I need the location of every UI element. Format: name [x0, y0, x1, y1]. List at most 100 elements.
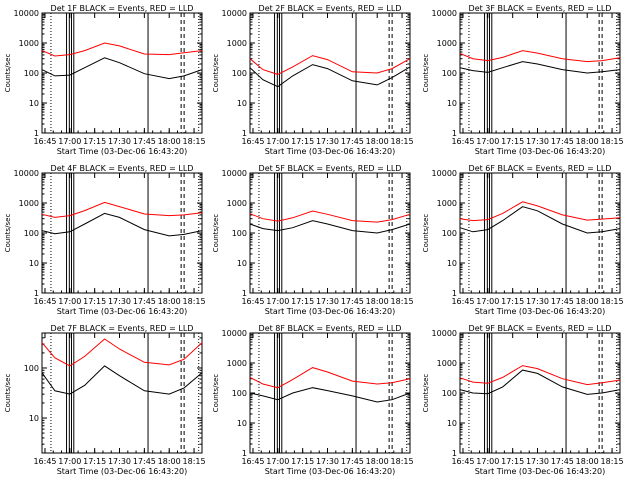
x-tick-label: 17:00 [266, 457, 289, 466]
y-axis-label: Counts/sec [4, 54, 12, 93]
panel-title: Det 5F BLACK = Events, RED = LLD [259, 164, 402, 173]
panel-title: Det 8F BLACK = Events, RED = LLD [259, 324, 402, 333]
y-tick-label: 10000 [14, 169, 39, 178]
x-tick-label: 16:45 [241, 457, 264, 466]
x-tick-label: 16:45 [33, 137, 56, 146]
x-tick-label: 18:15 [183, 297, 206, 306]
series-line-events [249, 387, 411, 403]
panel-title: Det 9F BLACK = Events, RED = LLD [469, 324, 612, 333]
panel-7: 10 100 16:45 17:00 17:15 17:30 17:45 18:00 18:15… [4, 324, 206, 476]
panel-2: 1 10 100 1000 10000 16:45 17:00 17:15 17:30 17:45… [212, 4, 414, 156]
y-tick-label: 1000 [227, 359, 247, 368]
x-tick-label: 17:30 [108, 457, 131, 466]
y-tick-label: 1 [242, 289, 247, 298]
series-line-events [41, 212, 203, 237]
panel-title: Det 1F BLACK = Events, RED = LLD [51, 4, 194, 13]
plot-frame [41, 172, 203, 294]
series-line-events [41, 365, 203, 395]
y-axis-label: Counts/sec [212, 214, 220, 253]
x-axis-label: Start Time (03-Dec-06 16:43:20) [57, 467, 188, 476]
y-tick-label: 100 [24, 69, 39, 78]
x-axis-label: Start Time (03-Dec-06 16:43:20) [475, 467, 606, 476]
y-tick-label: 100 [442, 69, 457, 78]
x-tick-label: 17:15 [501, 137, 524, 146]
x-tick-label: 18:15 [391, 457, 414, 466]
y-tick-label: 10 [237, 419, 247, 428]
y-tick-label: 100 [442, 229, 457, 238]
x-axis-label: Start Time (03-Dec-06 16:43:20) [265, 307, 396, 316]
series-line-lld [249, 367, 411, 389]
x-tick-label: 18:00 [576, 297, 599, 306]
x-tick-label: 17:00 [476, 297, 499, 306]
y-tick-label: 1000 [437, 199, 457, 208]
y-tick-label: 100 [442, 389, 457, 398]
x-axis-label: Start Time (03-Dec-06 16:43:20) [265, 467, 396, 476]
series-line-lld [41, 42, 203, 57]
series-line-lld [41, 338, 203, 367]
y-tick-label: 1000 [19, 39, 39, 48]
y-tick-label: 100 [232, 229, 247, 238]
x-tick-label: 17:45 [133, 297, 156, 306]
panel-8: 1 10 100 1000 10000 16:45 17:00 17:15 17:30 17:45… [212, 324, 414, 476]
panel-4: 1 10 100 1000 10000 16:45 17:00 17:15 17:30 17:45… [4, 164, 206, 316]
y-axis-label: Counts/sec [422, 374, 430, 413]
y-tick-label: 1 [452, 129, 457, 138]
x-tick-label: 16:45 [451, 137, 474, 146]
x-tick-label: 18:00 [158, 297, 181, 306]
x-tick-label: 17:15 [291, 297, 314, 306]
panel-title: Det 3F BLACK = Events, RED = LLD [469, 4, 612, 13]
x-tick-label: 17:30 [108, 297, 131, 306]
panel-1: 1 10 100 1000 10000 16:45 17:00 17:15 17:30 17:45… [4, 4, 206, 156]
y-tick-label: 10000 [432, 9, 457, 18]
series-line-events [249, 220, 411, 234]
series-line-lld [459, 50, 621, 63]
y-tick-label: 1 [242, 449, 247, 458]
series-line-events [459, 61, 621, 74]
y-tick-label: 10 [29, 259, 39, 268]
x-tick-label: 17:00 [266, 137, 289, 146]
y-tick-label: 10 [447, 419, 457, 428]
x-axis-label: Start Time (03-Dec-06 16:43:20) [475, 147, 606, 156]
x-tick-label: 16:45 [241, 297, 264, 306]
x-tick-label: 17:45 [341, 297, 364, 306]
series-line-lld [249, 55, 411, 75]
panel-9: 1 10 100 1000 10000 16:45 17:00 17:15 17:30 17:45… [422, 324, 624, 476]
x-tick-label: 17:45 [133, 457, 156, 466]
panel-6: 1 10 100 1000 10000 16:45 17:00 17:15 17:30 17:45… [422, 164, 624, 316]
x-tick-label: 17:45 [551, 137, 574, 146]
x-tick-label: 18:00 [366, 297, 389, 306]
x-tick-label: 18:15 [183, 137, 206, 146]
y-axis-label: Counts/sec [4, 214, 12, 253]
x-tick-label: 18:00 [158, 137, 181, 146]
x-axis-label: Start Time (03-Dec-06 16:43:20) [475, 307, 606, 316]
y-tick-label: 1000 [437, 359, 457, 368]
x-tick-label: 16:45 [451, 457, 474, 466]
panel-title: Det 2F BLACK = Events, RED = LLD [259, 4, 402, 13]
x-axis-label: Start Time (03-Dec-06 16:43:20) [265, 147, 396, 156]
y-tick-label: 10 [237, 99, 247, 108]
x-tick-label: 18:00 [576, 137, 599, 146]
plot-frame [249, 332, 411, 454]
y-tick-label: 1 [34, 129, 39, 138]
y-tick-label: 10 [237, 259, 247, 268]
panel-3: 1 10 100 1000 10000 16:45 17:00 17:15 17:30 17:45… [422, 4, 624, 156]
x-tick-label: 17:15 [83, 297, 106, 306]
plot-frame [459, 12, 621, 134]
y-tick-label: 10000 [14, 9, 39, 18]
y-axis-label: Counts/sec [422, 214, 430, 253]
plot-frame [249, 172, 411, 294]
y-tick-label: 10000 [222, 329, 247, 338]
x-tick-label: 16:45 [241, 137, 264, 146]
series-line-lld [459, 365, 621, 386]
y-tick-label: 10000 [432, 329, 457, 338]
y-tick-label: 100 [232, 389, 247, 398]
y-axis-label: Counts/sec [212, 54, 220, 93]
x-tick-label: 17:30 [316, 137, 339, 146]
x-tick-label: 18:15 [183, 457, 206, 466]
x-tick-label: 17:15 [291, 137, 314, 146]
x-tick-label: 18:00 [158, 457, 181, 466]
panel-title: Det 4F BLACK = Events, RED = LLD [51, 164, 194, 173]
x-tick-label: 18:00 [366, 457, 389, 466]
y-tick-label: 10 [29, 99, 39, 108]
